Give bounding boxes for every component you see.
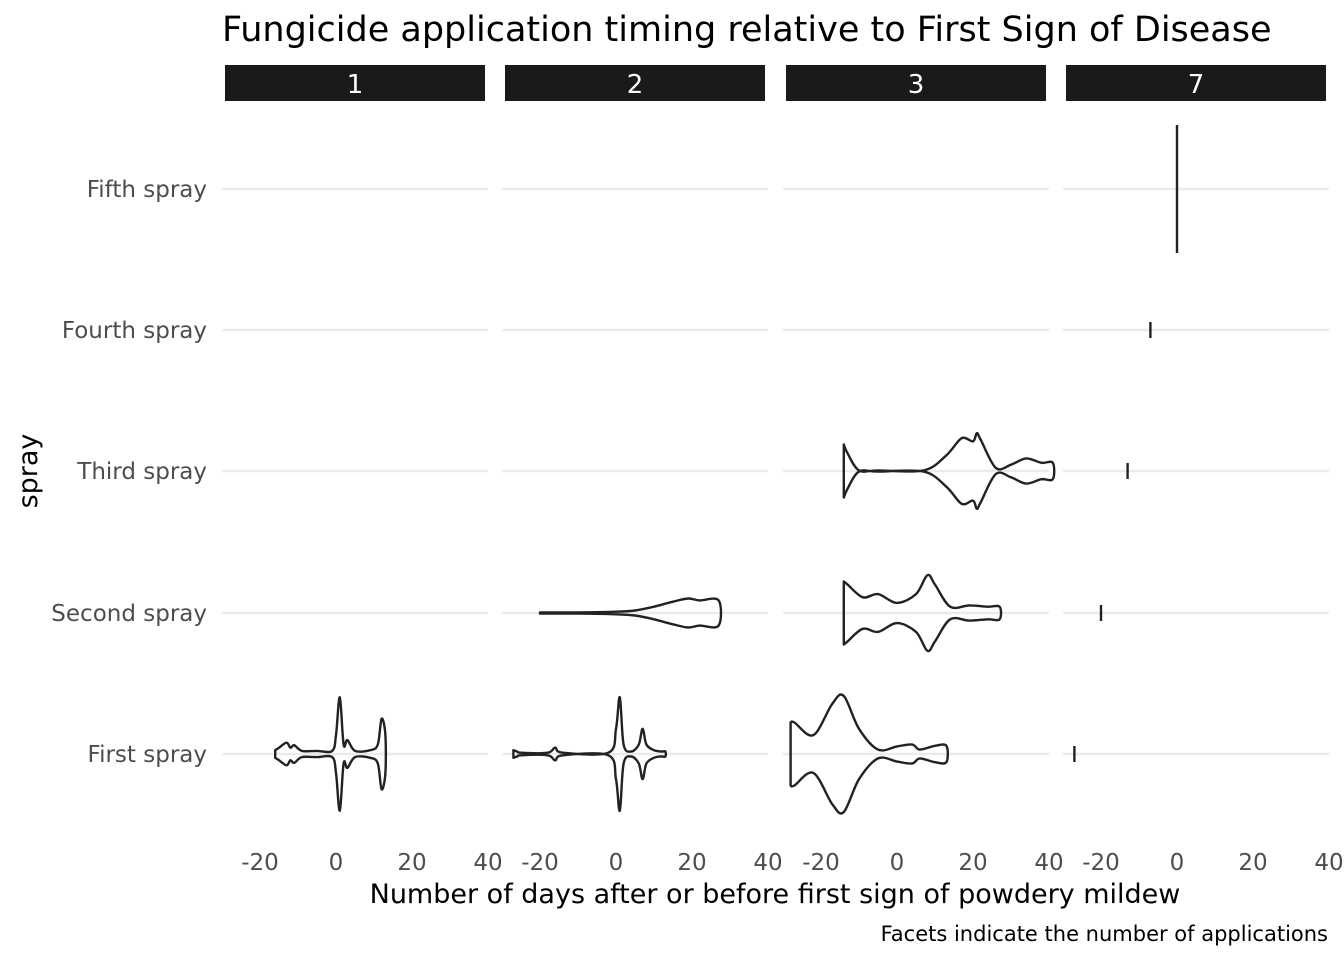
y-tick-first-spray: First spray bbox=[88, 742, 207, 768]
x-tick-label: 0 bbox=[890, 850, 905, 876]
facet-strip-label: 2 bbox=[627, 70, 644, 100]
x-tick-label: 40 bbox=[1314, 850, 1343, 876]
facet-strip-label: 7 bbox=[1188, 70, 1205, 100]
violin-second-spray bbox=[538, 597, 723, 629]
y-axis-title: spray bbox=[13, 434, 44, 509]
y-tick-fifth-spray: Fifth spray bbox=[87, 177, 207, 203]
y-tick-second-spray: Second spray bbox=[51, 601, 207, 627]
x-axis-title: Number of days after or before first sig… bbox=[370, 879, 1181, 910]
x-tick-label: 0 bbox=[609, 850, 624, 876]
x-tick-label: 40 bbox=[1034, 850, 1063, 876]
x-tick-label: -20 bbox=[241, 850, 279, 876]
facet-strip-1 bbox=[223, 63, 487, 103]
x-tick-label: 20 bbox=[1238, 850, 1267, 876]
facet-strip-3 bbox=[784, 63, 1048, 103]
facet-strip-2 bbox=[503, 63, 767, 103]
x-tick-label: -20 bbox=[802, 850, 840, 876]
x-tick-label: 20 bbox=[677, 850, 706, 876]
facet-panels: 1 -20 0 20 40 2 -20 0 20 40 3 -20 0 20 40 7 -20 0 20 40 bbox=[222, 63, 1344, 876]
x-tick-label: 20 bbox=[958, 850, 987, 876]
x-tick-label: 0 bbox=[329, 850, 344, 876]
facet-strip-7 bbox=[1064, 63, 1328, 103]
x-tick-label: -20 bbox=[521, 850, 559, 876]
y-tick-labels: First spray Second spray Third spray Fourth… bbox=[51, 177, 207, 768]
chart-caption: Facets indicate the number of applicatio… bbox=[881, 922, 1328, 946]
facet-panel-1: 1 -20 0 20 40 bbox=[222, 63, 503, 876]
violin-first-spray bbox=[512, 696, 668, 812]
violin-first-spray bbox=[274, 696, 388, 812]
y-tick-fourth-spray: Fourth spray bbox=[62, 318, 207, 344]
x-tick-label: -20 bbox=[1082, 850, 1120, 876]
facet-panel-7: 7 -20 0 20 40 bbox=[1063, 63, 1344, 876]
x-tick-label: 20 bbox=[397, 850, 426, 876]
x-tick-label: 40 bbox=[753, 850, 782, 876]
violin-first-spray bbox=[789, 693, 950, 815]
facet-strip-label: 1 bbox=[347, 70, 364, 100]
violin-second-spray bbox=[842, 573, 1003, 653]
x-tick-label: 40 bbox=[473, 850, 502, 876]
y-tick-third-spray: Third spray bbox=[76, 459, 207, 485]
facet-panel-2: 2 -20 0 20 40 bbox=[502, 63, 783, 876]
x-tick-label: 0 bbox=[1170, 850, 1185, 876]
violin-third-spray bbox=[842, 431, 1056, 511]
chart-title: Fungicide application timing relative to… bbox=[222, 10, 1272, 50]
facet-strip-label: 3 bbox=[908, 70, 925, 100]
facet-panel-3: 3 -20 0 20 40 bbox=[783, 63, 1064, 876]
